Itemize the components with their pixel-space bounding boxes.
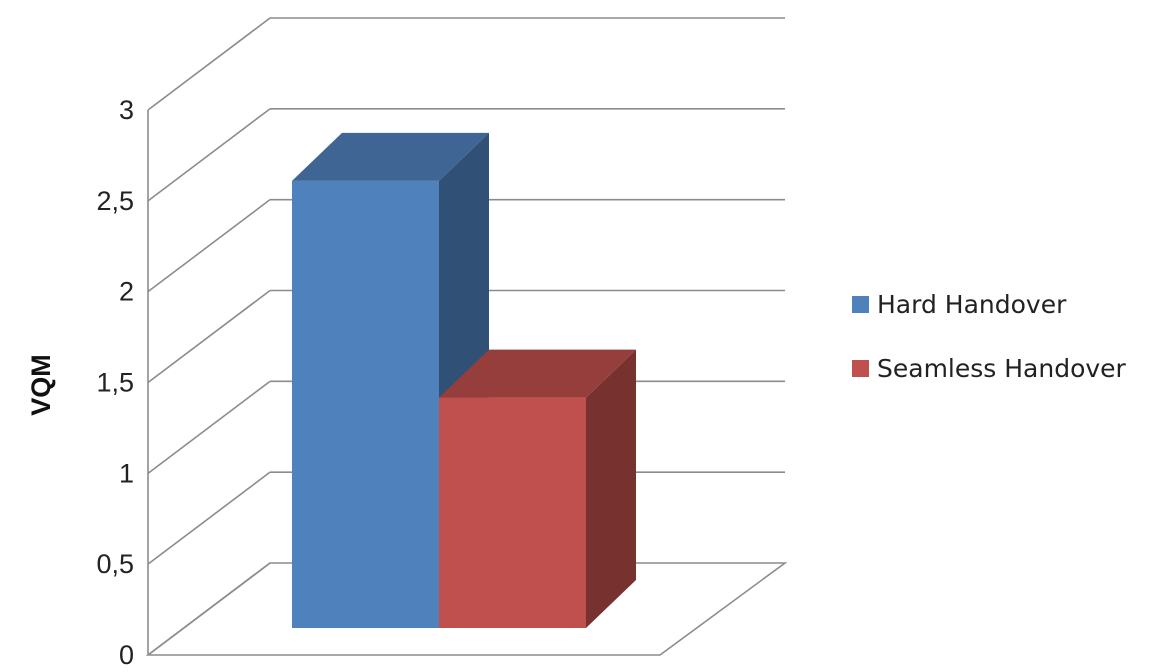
- legend-swatch: [852, 296, 869, 313]
- y-tick-label: 3: [119, 95, 134, 125]
- legend-swatch: [852, 360, 869, 377]
- bar-front: [439, 397, 586, 628]
- y-tick-label: 0: [119, 640, 134, 670]
- y-tick-label: 0,5: [96, 549, 134, 579]
- legend: Hard Handover Seamless Handover: [852, 290, 1127, 383]
- bar-side: [586, 349, 636, 628]
- wall-gridline: [147, 199, 271, 293]
- bars-layer: [292, 132, 636, 628]
- legend-label: Hard Handover: [877, 290, 1067, 319]
- y-tick-label: 1,5: [96, 368, 134, 398]
- bar-top: [292, 132, 489, 181]
- y-tick-label: 2,5: [96, 186, 134, 216]
- y-axis-title: VQM: [26, 354, 56, 416]
- wall-gridline: [147, 108, 271, 202]
- bar-front: [292, 180, 439, 628]
- y-tick-label: 1: [119, 458, 134, 488]
- y-tick-label: 2: [119, 277, 134, 307]
- legend-label: Seamless Handover: [877, 354, 1127, 383]
- wall-gridline: [147, 289, 271, 384]
- bar-top: [439, 349, 636, 398]
- chart-floor: [145, 562, 788, 656]
- wall-gridline: [147, 380, 271, 474]
- wall-gridline: [147, 17, 271, 111]
- wall-gridline: [147, 471, 271, 565]
- bar-seamless-handover: [439, 349, 636, 628]
- y-axis: 0 0,5 1 1,5 2 2,5 3: [96, 95, 149, 670]
